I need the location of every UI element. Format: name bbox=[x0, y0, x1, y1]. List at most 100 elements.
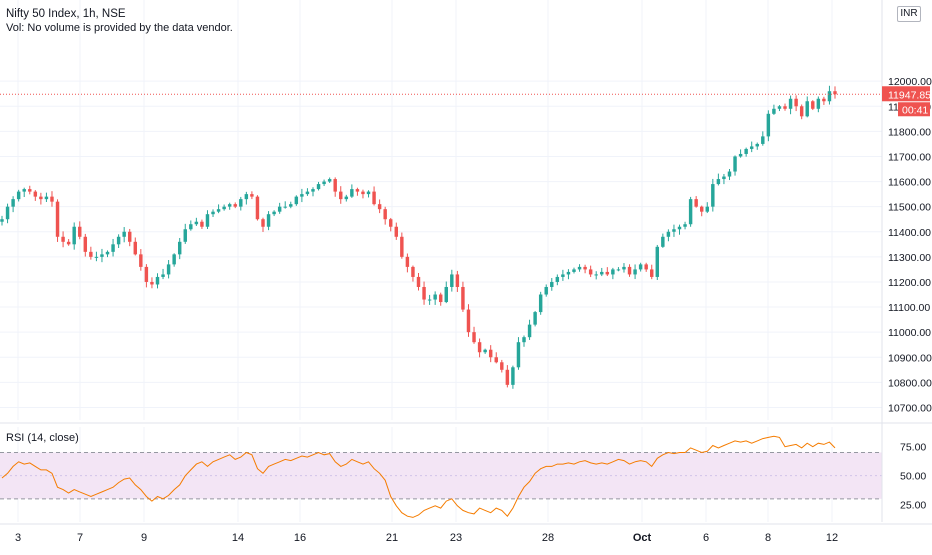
candle-body bbox=[694, 199, 698, 207]
candle-body bbox=[177, 241, 182, 255]
price-tick-label: 11600.00 bbox=[888, 177, 931, 189]
candle-body bbox=[144, 266, 149, 282]
candle-body bbox=[538, 294, 543, 313]
price-grid bbox=[0, 0, 882, 420]
candle-body bbox=[150, 281, 154, 285]
rsi-legend[interactable]: RSI (14, close) bbox=[6, 432, 79, 444]
price-tick-label: 11100.00 bbox=[888, 302, 930, 314]
candle-body bbox=[500, 362, 504, 370]
candle-body bbox=[783, 106, 787, 109]
time-tick-label: 9 bbox=[141, 532, 147, 544]
candle-body bbox=[488, 349, 493, 358]
candle-body bbox=[83, 236, 88, 252]
candle-body bbox=[805, 101, 809, 117]
candle-body bbox=[516, 342, 521, 368]
candle-body bbox=[105, 251, 110, 255]
candle-body bbox=[633, 269, 637, 275]
candle-body bbox=[494, 357, 498, 363]
candle-body bbox=[372, 191, 376, 205]
candle-body bbox=[22, 189, 26, 192]
candle-body bbox=[211, 211, 215, 215]
candle-body bbox=[505, 369, 510, 385]
candle-body bbox=[811, 101, 815, 109]
candle-body bbox=[455, 274, 460, 287]
candle-body bbox=[305, 191, 310, 195]
candle-body bbox=[727, 171, 732, 177]
candle-body bbox=[355, 189, 360, 192]
candle-body bbox=[250, 194, 254, 197]
candle-body bbox=[311, 189, 315, 192]
price-tick-label: 11200.00 bbox=[888, 277, 931, 289]
candle-body bbox=[389, 219, 393, 227]
time-tick-label: 6 bbox=[703, 532, 709, 544]
candle-body bbox=[772, 108, 776, 114]
candle-body bbox=[444, 286, 448, 303]
candle-body bbox=[766, 113, 771, 137]
time-tick-label: 3 bbox=[15, 532, 21, 544]
candle-body bbox=[672, 229, 676, 232]
candle-body bbox=[427, 299, 432, 301]
time-tick-label: 16 bbox=[294, 532, 306, 544]
candle-body bbox=[466, 309, 471, 333]
candle-body bbox=[111, 244, 115, 252]
candle-body bbox=[39, 196, 43, 200]
candle-body bbox=[611, 269, 615, 275]
candle-body bbox=[827, 91, 832, 102]
time-tick-label: 14 bbox=[232, 532, 244, 544]
candle-body bbox=[300, 194, 304, 197]
candle-body bbox=[527, 324, 532, 338]
candle-body bbox=[749, 146, 754, 149]
candle-body bbox=[405, 256, 410, 267]
candle-body bbox=[172, 254, 176, 265]
candles-layer bbox=[0, 85, 837, 389]
candle-body bbox=[327, 179, 332, 182]
candle-body bbox=[677, 226, 682, 230]
time-tick-label: 12 bbox=[826, 532, 838, 544]
candle-body bbox=[66, 241, 71, 245]
candle-body bbox=[283, 206, 287, 208]
price-tick-label: 11300.00 bbox=[888, 252, 931, 264]
candle-body bbox=[100, 254, 104, 257]
candle-body bbox=[544, 286, 548, 295]
candle-body bbox=[616, 269, 621, 271]
candle-body bbox=[566, 271, 571, 275]
candle-body bbox=[627, 266, 632, 275]
candle-body bbox=[794, 98, 798, 107]
candle-body bbox=[833, 91, 837, 95]
candle-body bbox=[189, 224, 193, 230]
candle-body bbox=[688, 199, 693, 225]
candle-body bbox=[816, 98, 821, 109]
currency-badge[interactable]: INR bbox=[897, 6, 921, 22]
candle-body bbox=[699, 206, 704, 212]
candle-body bbox=[116, 236, 121, 245]
candle-body bbox=[655, 246, 660, 277]
candle-body bbox=[733, 156, 737, 172]
candle-body bbox=[683, 224, 687, 227]
candle-body bbox=[394, 226, 399, 237]
price-tick-label: 10800.00 bbox=[888, 377, 932, 389]
candle-body bbox=[638, 264, 643, 270]
time-tick-label: 28 bbox=[542, 532, 554, 544]
candle-body bbox=[650, 269, 654, 277]
candle-body bbox=[255, 196, 260, 220]
candle-body bbox=[205, 214, 210, 227]
price-tick-label: 11400.00 bbox=[888, 227, 931, 239]
candle-body bbox=[788, 98, 793, 109]
candle-body bbox=[644, 264, 648, 270]
candle-body bbox=[344, 196, 349, 200]
candle-body bbox=[122, 231, 126, 237]
candle-body bbox=[161, 274, 165, 277]
last-price-label: 11947.85 bbox=[888, 89, 931, 101]
candle-body bbox=[622, 266, 626, 270]
candle-body bbox=[477, 342, 482, 353]
candle-body bbox=[572, 269, 576, 272]
candle-body bbox=[11, 199, 15, 207]
candle-body bbox=[50, 196, 54, 202]
chart-title[interactable]: Nifty 50 Index, 1h, NSE bbox=[6, 8, 126, 20]
candle-body bbox=[583, 266, 587, 270]
candle-body bbox=[472, 332, 476, 343]
rsi-tick-label: 75.00 bbox=[900, 442, 926, 454]
price-tick-label: 11500.00 bbox=[888, 202, 931, 214]
